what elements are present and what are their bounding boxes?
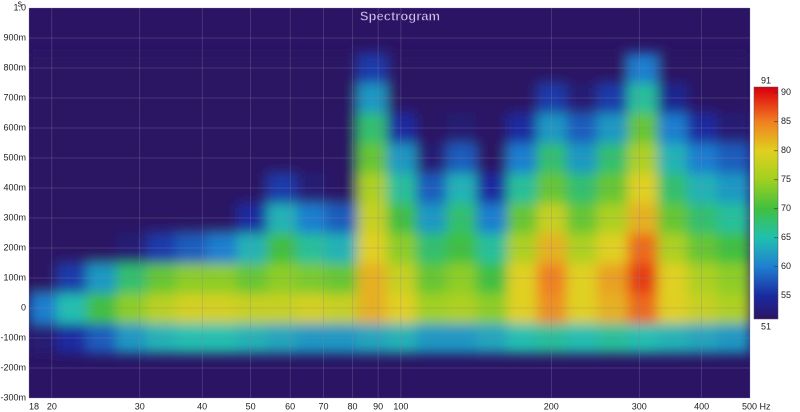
y-tick-label: 900m <box>3 32 26 42</box>
heatmap <box>29 53 750 354</box>
colorbar-tick-label: 65 <box>781 232 791 242</box>
colorbar-min-label: 51 <box>761 321 771 331</box>
colorbar <box>753 86 779 320</box>
x-tick-label: 300 <box>632 401 647 411</box>
x-tick-label: 18 <box>29 401 39 411</box>
x-tick-label: 30 <box>135 401 145 411</box>
colorbar-tick-label: 80 <box>781 145 791 155</box>
colorbar-tick-label: 55 <box>781 290 791 300</box>
x-tick-label: 400 <box>694 401 709 411</box>
colorbar-tick-label: 75 <box>781 174 791 184</box>
y-tick-label: 200m <box>3 242 26 252</box>
x-tick-label: 90 <box>373 401 383 411</box>
x-tick-label: 80 <box>348 401 358 411</box>
x-tick-label: 50 <box>246 401 256 411</box>
colorbar-tick-label: 70 <box>781 203 791 213</box>
y-tick-label: 500m <box>3 152 26 162</box>
colorbar-tick-label: 60 <box>781 261 791 271</box>
x-tick-label: 40 <box>197 401 207 411</box>
chart-title: Spectrogram <box>360 8 440 23</box>
colorbar-max-label: 91 <box>761 75 771 85</box>
x-tick-label: 20 <box>47 401 57 411</box>
x-tick-label: 500 Hz <box>742 401 771 411</box>
x-tick-label: 200 <box>544 401 559 411</box>
colorbar-tick-label: 85 <box>781 116 791 126</box>
y-tick-label: 800m <box>3 62 26 72</box>
y-tick-label: 600m <box>3 122 26 132</box>
y-tick-label: -300m <box>0 392 26 402</box>
x-tick-label: 100 <box>393 401 408 411</box>
colorbar-tick-label: 90 <box>781 87 791 97</box>
y-tick-label: 700m <box>3 92 26 102</box>
y-tick-label: 1.0 <box>13 2 26 12</box>
x-tick-label: 60 <box>285 401 295 411</box>
y-tick-label: 400m <box>3 182 26 192</box>
y-tick-label: -100m <box>0 332 26 342</box>
y-tick-label: 300m <box>3 212 26 222</box>
y-tick-label: 100m <box>3 272 26 282</box>
y-tick-label: 0 <box>21 302 26 312</box>
y-tick-label: -200m <box>0 362 26 372</box>
y-unit: s <box>18 0 23 8</box>
x-tick-label: 70 <box>319 401 329 411</box>
grid <box>28 7 751 399</box>
